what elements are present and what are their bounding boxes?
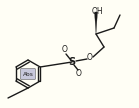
Text: Abs: Abs: [23, 71, 33, 76]
Text: S: S: [68, 57, 76, 67]
Text: O: O: [87, 53, 93, 63]
Text: OH: OH: [91, 6, 103, 16]
Text: O: O: [62, 45, 68, 55]
Text: O: O: [76, 70, 82, 79]
FancyBboxPatch shape: [20, 68, 35, 79]
Polygon shape: [95, 12, 97, 34]
